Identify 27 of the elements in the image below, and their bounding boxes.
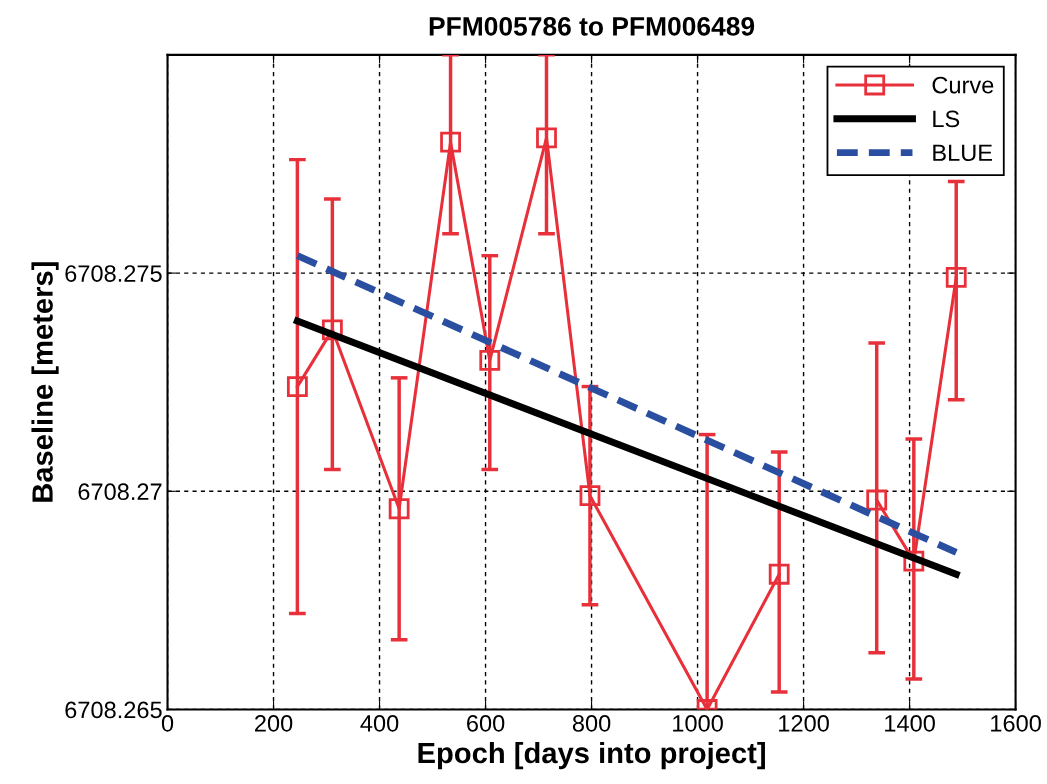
point xyxy=(945,267,967,288)
x-axis-title: Epoch [days into project] xyxy=(418,741,765,770)
x-tick-label: 1200 xyxy=(779,715,829,732)
chart-title: PFM005786 to PFM006489 xyxy=(429,17,755,36)
x-tick-label: 1600 xyxy=(991,715,1041,732)
y-tick-label: 6708.275 xyxy=(65,265,162,282)
point xyxy=(768,563,790,585)
legend-label: LS xyxy=(933,110,960,128)
point xyxy=(579,485,601,507)
point xyxy=(286,376,308,397)
point xyxy=(536,127,557,149)
x-tick-label: 0 xyxy=(161,715,174,732)
point xyxy=(440,131,461,153)
point xyxy=(866,489,888,511)
point xyxy=(388,498,410,520)
x-tick-label: 400 xyxy=(360,715,399,732)
x-tick-label: 1000 xyxy=(673,715,723,732)
y-tick-label: 6708.265 xyxy=(65,701,162,719)
x-tick-label: 800 xyxy=(572,715,611,732)
x-tick-label: 200 xyxy=(255,715,293,732)
y-tick-label: 6708.27 xyxy=(78,483,162,501)
x-tick-label: 1400 xyxy=(885,715,935,732)
legend-label: BLUE xyxy=(933,144,993,162)
point xyxy=(479,349,501,371)
y-axis-title: Baseline [meters] xyxy=(31,262,59,502)
x-tick-label: 600 xyxy=(467,715,505,732)
legend-label: Curve xyxy=(932,76,994,94)
